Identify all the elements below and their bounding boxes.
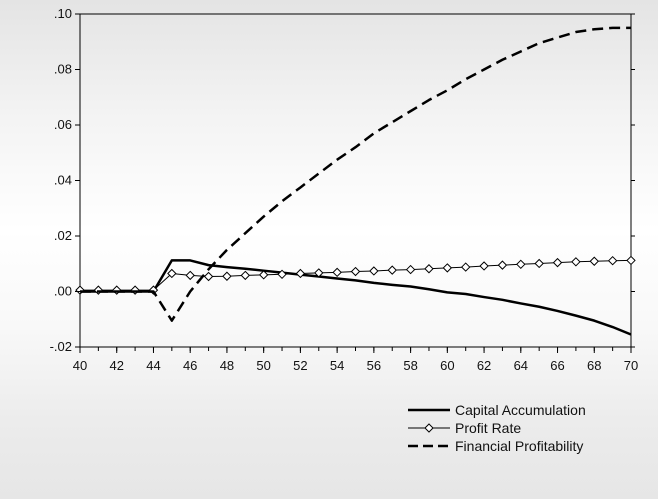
plot-area [79, 13, 632, 348]
x-tick-label: 70 [624, 358, 638, 373]
x-tick-label: 40 [73, 358, 87, 373]
x-tick-label: 48 [220, 358, 234, 373]
axes-layer: -.02 .00 .02 .04 .06 .08 .10 40 42 44 46 48 50 52 54 56… [50, 6, 639, 373]
data-point-marker [112, 285, 122, 295]
x-tick-label: 58 [403, 358, 417, 373]
data-point-marker [240, 270, 251, 281]
data-point-marker [479, 261, 489, 271]
data-point-marker [497, 260, 508, 270]
data-point-marker [314, 268, 324, 278]
data-point-marker [405, 264, 416, 275]
data-point-marker [626, 255, 636, 266]
data-point-marker [258, 270, 269, 280]
data-point-marker [589, 256, 599, 266]
x-tick-label: 44 [146, 358, 160, 373]
series-1 [75, 255, 636, 295]
x-tick-label: 56 [367, 358, 381, 373]
x-tick-label: 60 [440, 358, 454, 373]
data-point-marker [277, 269, 287, 280]
data-point-marker [442, 263, 453, 273]
y-tick-label: .08 [54, 62, 72, 77]
data-point-marker [295, 268, 306, 279]
data-point-marker [130, 285, 140, 295]
plot-frame [79, 13, 632, 348]
legend-label: Profit Rate [455, 420, 521, 436]
series-0 [80, 259, 632, 336]
data-point-marker [552, 257, 563, 268]
data-point-marker [369, 266, 379, 276]
data-point-marker [222, 271, 232, 281]
x-tick-label: 66 [550, 358, 564, 373]
data-point-marker [534, 258, 544, 269]
data-point-marker [387, 265, 397, 275]
legend-marker [424, 423, 434, 433]
x-tick-label: 52 [293, 358, 307, 373]
x-tick-label: 62 [477, 358, 491, 373]
legend-label: Capital Accumulation [455, 402, 586, 418]
x-tick-label: 64 [514, 358, 528, 373]
x-tick-label: 54 [330, 358, 344, 373]
data-point-marker [203, 271, 214, 282]
y-tick-label: .04 [54, 173, 72, 188]
legend-label: Financial Profitability [455, 438, 583, 454]
data-point-marker [607, 255, 618, 266]
x-tick-label: 68 [587, 358, 601, 373]
data-point-marker [350, 266, 361, 277]
x-tick-label: 46 [183, 358, 197, 373]
legend: Capital Accumulation Profit Rate Financial… [408, 402, 586, 454]
y-tick-label: .02 [54, 228, 72, 243]
x-tick-label: 42 [109, 358, 123, 373]
series-line-capital-accumulation [80, 259, 632, 336]
data-point-marker [167, 268, 177, 279]
y-tick-label: .00 [54, 284, 72, 299]
data-point-marker [185, 270, 195, 281]
series-layer [75, 26, 636, 336]
y-tick-label: -.02 [50, 339, 72, 354]
series-line-financial-profitability [80, 26, 631, 322]
y-tick-label: .10 [54, 6, 72, 21]
data-point-marker [75, 285, 85, 295]
data-point-marker [460, 262, 471, 272]
data-point-marker [571, 257, 581, 267]
data-point-marker [424, 264, 434, 274]
series-2 [80, 26, 631, 322]
data-point-marker [516, 259, 526, 270]
data-point-marker [332, 267, 342, 278]
x-tick-label: 50 [256, 358, 270, 373]
y-tick-label: .06 [54, 117, 72, 132]
data-point-marker [93, 285, 104, 295]
